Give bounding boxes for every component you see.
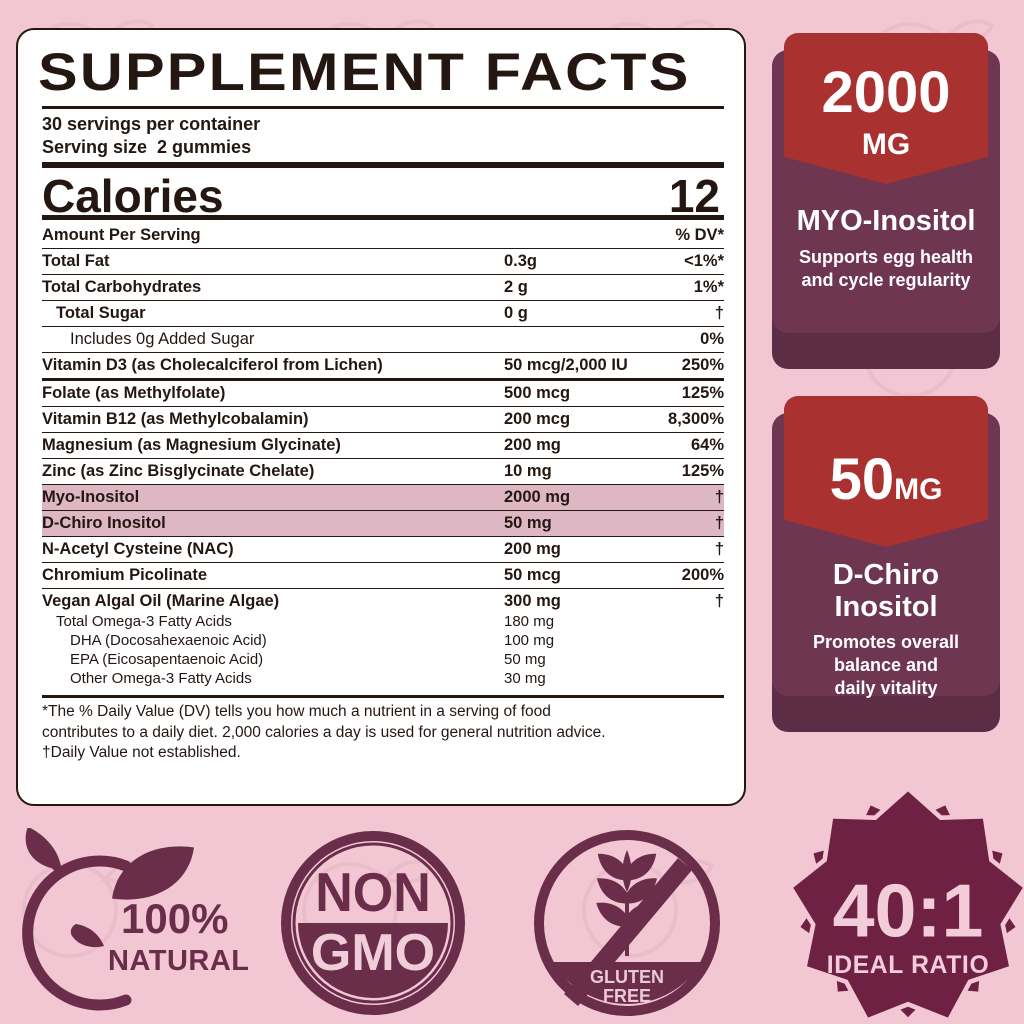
- svg-text:GLUTEN: GLUTEN: [590, 967, 664, 987]
- svg-text:GMO: GMO: [311, 924, 435, 982]
- svg-text:IDEAL RATIO: IDEAL RATIO: [827, 952, 990, 979]
- svg-text:NON: NON: [315, 863, 431, 923]
- svg-text:100%: 100%: [121, 895, 228, 942]
- svg-text:NATURAL: NATURAL: [108, 945, 248, 977]
- svg-text:40:1: 40:1: [833, 869, 984, 953]
- svg-text:FREE: FREE: [603, 986, 651, 1006]
